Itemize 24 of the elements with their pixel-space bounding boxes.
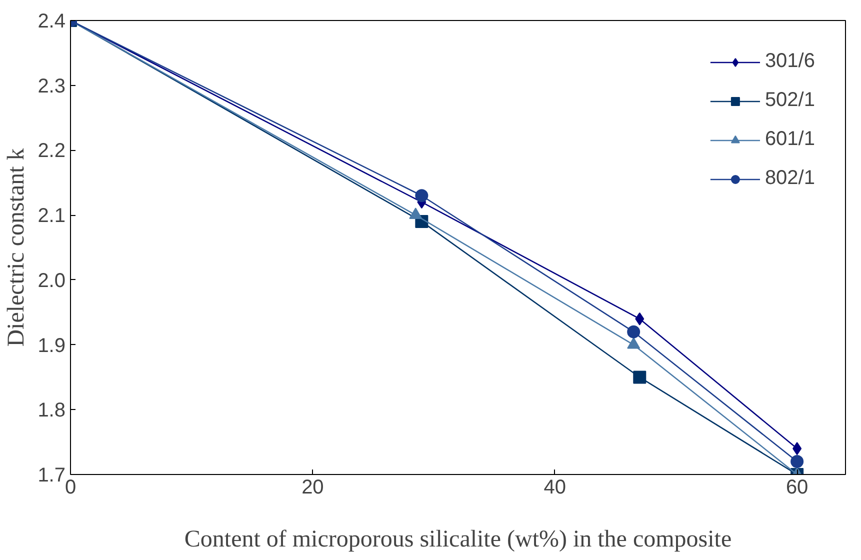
x-axis-title: Content of microporous silicalite (wt%) in the composite [184, 526, 732, 552]
y-tick-label: 2.3 [38, 75, 66, 98]
y-tick-label: 2.0 [38, 270, 66, 292]
point [627, 325, 640, 338]
legend-label: 802/1 [764, 167, 815, 190]
legend-label: 502/1 [764, 89, 815, 112]
y-axis-title: Dielectric constant k [4, 148, 30, 347]
y-tick-label: 1.9 [38, 334, 66, 357]
point [633, 370, 646, 384]
x-tick-label: 40 [544, 476, 566, 498]
point [790, 455, 804, 468]
x-tick-label: 20 [302, 476, 324, 498]
y-tick-label: 2.2 [38, 140, 66, 162]
y-tick-label: 1.8 [38, 400, 66, 422]
point [415, 189, 428, 202]
x-tick-label: 0 [64, 476, 76, 498]
point [635, 312, 644, 326]
x-tick-label: 60 [786, 476, 808, 498]
point [792, 442, 802, 456]
y-tick-label: 2.4 [38, 10, 66, 32]
y-tick-label: 2.1 [38, 205, 66, 228]
legend-label: 301/6 [764, 50, 815, 73]
y-tick-label: 1.7 [38, 464, 66, 486]
legend-label: 601/1 [764, 128, 815, 151]
